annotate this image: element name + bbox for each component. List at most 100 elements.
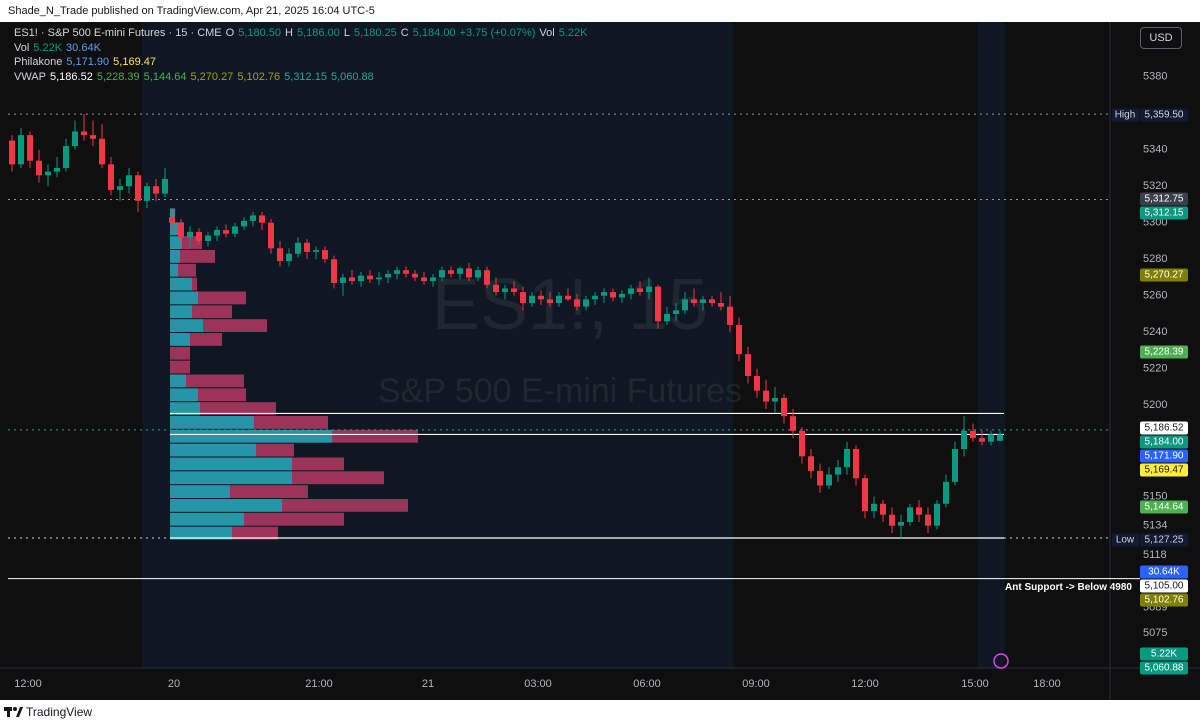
candle-body (925, 514, 931, 526)
candle-body (511, 288, 517, 293)
candle-body (736, 324, 742, 355)
legend-item: 5,312.15 (284, 70, 327, 83)
candle-body (340, 277, 346, 283)
candle-body (241, 220, 247, 227)
profile-down (192, 277, 197, 291)
y-tick-label: 5134 (1143, 520, 1167, 532)
candle-body (187, 231, 193, 238)
candle-body (781, 397, 787, 417)
candle-body (691, 299, 697, 304)
candle-body (664, 313, 670, 322)
price-label: 5,270.27 (1145, 270, 1184, 281)
candle-body (162, 178, 168, 194)
candle-body (45, 171, 51, 176)
publisher-bar: Shade_N_Trade published on TradingView.c… (0, 0, 1200, 22)
legend-item: +3.75 (+0.07%) (459, 27, 536, 39)
candle-body (556, 295, 562, 304)
profile-down (200, 402, 276, 415)
session-shade (142, 22, 733, 668)
candle-body (916, 507, 922, 515)
profile-up (170, 305, 192, 319)
candle-body (502, 288, 508, 293)
profile-down (292, 471, 384, 485)
profile-up (170, 319, 203, 332)
alert-icon[interactable] (993, 653, 1009, 669)
profile-down (198, 388, 246, 402)
candle-body (799, 430, 805, 457)
candle-body (835, 467, 841, 475)
candle-body (772, 397, 778, 402)
y-tick-label: 5320 (1143, 180, 1167, 192)
candle-body (90, 135, 96, 139)
x-tick-label: 20 (168, 678, 180, 690)
x-tick-label: 18:00 (1033, 678, 1061, 690)
candle-body (790, 416, 796, 431)
price-label: 5,184.00 (1145, 437, 1184, 448)
y-tick-label: 5220 (1143, 363, 1167, 375)
profile-up (170, 291, 198, 305)
x-tick-label: 15:00 (961, 678, 989, 690)
candle-body (36, 160, 42, 176)
candle-body (862, 478, 868, 512)
candle-body (286, 253, 292, 262)
support-label: Ant Support -> Below 4980 (1005, 582, 1132, 593)
candle-body (682, 299, 688, 311)
candle-body (763, 390, 769, 402)
candle-body (592, 295, 598, 300)
legend-item: Philakone (14, 56, 63, 68)
price-label-bg (1140, 647, 1188, 661)
profile-down (256, 443, 294, 457)
candle-body (331, 259, 337, 283)
profile-up (170, 333, 190, 346)
legend-item: 5,169.47 (113, 56, 156, 68)
price-tag-bg (1112, 108, 1139, 122)
profile-up (170, 457, 292, 471)
price-label: 5,312.75 (1145, 194, 1184, 205)
profile-up (170, 263, 178, 277)
price-label-bg (1140, 108, 1188, 122)
candle-body (232, 226, 238, 234)
candle-body (673, 310, 679, 314)
candle-body (907, 507, 913, 523)
candle-body (196, 231, 202, 241)
x-tick-label: 21 (422, 678, 434, 690)
legend-item: 30.64K (66, 41, 101, 54)
legend-item: 5,186.52 (50, 70, 93, 83)
price-label-bg (1140, 579, 1188, 593)
profile-up (170, 499, 282, 512)
y-tick-label: 5280 (1143, 253, 1167, 265)
price-label-bg (1140, 533, 1188, 547)
candle-body (718, 303, 724, 307)
legend-row: VWAP 5,186.52 5,228.39 5,144.64 5,270.27 5,10… (14, 70, 591, 85)
y-tick-label: 5300 (1143, 217, 1167, 229)
candle-body (655, 286, 661, 322)
candle-body (889, 514, 895, 526)
candle-body (259, 215, 265, 223)
candle-body (988, 434, 994, 442)
candle-body (214, 230, 220, 236)
price-label-bg (1140, 449, 1188, 463)
profile-up (170, 277, 192, 291)
price-label-bg (1140, 500, 1188, 514)
candle-body (853, 449, 859, 479)
price-label: 5,105.00 (1145, 581, 1184, 592)
candle-body (484, 270, 490, 285)
publisher: Shade_N_Trade published on TradingView.c… (8, 5, 375, 17)
price-label: 5,171.90 (1145, 451, 1184, 462)
candle-body (727, 306, 733, 325)
legend-row: ES1! · S&P 500 E-mini Futures · 15 · CME… (14, 26, 591, 41)
currency-button[interactable]: USD (1140, 27, 1182, 49)
candle-body (475, 270, 481, 278)
legend-item: 5,186.00 (297, 27, 340, 39)
profile-down (178, 263, 196, 277)
candle-body (277, 248, 283, 262)
legend-item: C (400, 27, 409, 39)
price-label: 5,169.47 (1145, 465, 1184, 476)
candle-body (349, 277, 355, 282)
profile-down (180, 250, 215, 263)
candle-body (565, 295, 571, 300)
legend: ES1! · S&P 500 E-mini Futures · 15 · CME… (14, 26, 591, 84)
candle-body (412, 273, 418, 278)
candle-body (619, 293, 625, 298)
